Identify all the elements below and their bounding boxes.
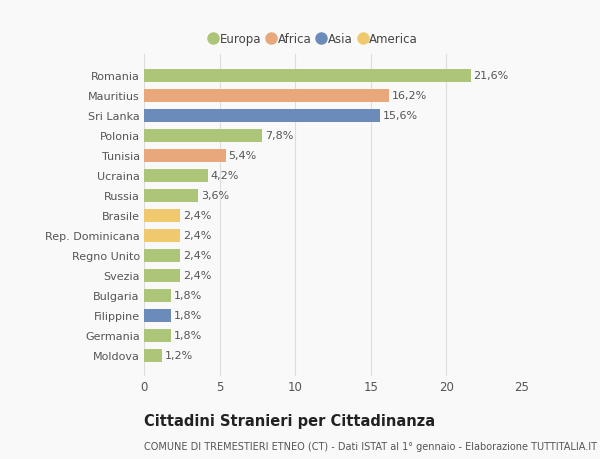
Legend: Europa, Africa, Asia, America: Europa, Africa, Asia, America xyxy=(210,33,418,46)
Bar xyxy=(144,269,180,282)
Text: 5,4%: 5,4% xyxy=(229,151,257,161)
Text: COMUNE DI TREMESTIERI ETNEO (CT) - Dati ISTAT al 1° gennaio - Elaborazione TUTTI: COMUNE DI TREMESTIERI ETNEO (CT) - Dati … xyxy=(144,441,597,451)
Text: 16,2%: 16,2% xyxy=(392,91,427,101)
Bar xyxy=(144,169,208,182)
Text: 2,4%: 2,4% xyxy=(184,251,212,261)
Text: 1,8%: 1,8% xyxy=(174,291,202,301)
Bar xyxy=(144,249,180,262)
Bar xyxy=(144,229,180,242)
Bar xyxy=(144,309,171,322)
Bar xyxy=(144,70,470,83)
Bar xyxy=(144,349,162,362)
Bar xyxy=(144,289,171,302)
Text: 7,8%: 7,8% xyxy=(265,131,293,141)
Text: 2,4%: 2,4% xyxy=(184,231,212,241)
Text: 1,8%: 1,8% xyxy=(174,310,202,320)
Text: 3,6%: 3,6% xyxy=(202,191,230,201)
Bar xyxy=(144,90,389,102)
Text: 21,6%: 21,6% xyxy=(473,71,509,81)
Bar xyxy=(144,189,199,202)
Text: 1,8%: 1,8% xyxy=(174,330,202,340)
Bar xyxy=(144,150,226,162)
Bar xyxy=(144,129,262,142)
Text: Cittadini Stranieri per Cittadinanza: Cittadini Stranieri per Cittadinanza xyxy=(144,413,435,428)
Text: 15,6%: 15,6% xyxy=(383,111,418,121)
Text: 1,2%: 1,2% xyxy=(165,350,193,360)
Text: 2,4%: 2,4% xyxy=(184,270,212,280)
Text: 2,4%: 2,4% xyxy=(184,211,212,221)
Bar xyxy=(144,110,380,123)
Bar xyxy=(144,209,180,222)
Text: 4,2%: 4,2% xyxy=(211,171,239,181)
Bar xyxy=(144,329,171,342)
